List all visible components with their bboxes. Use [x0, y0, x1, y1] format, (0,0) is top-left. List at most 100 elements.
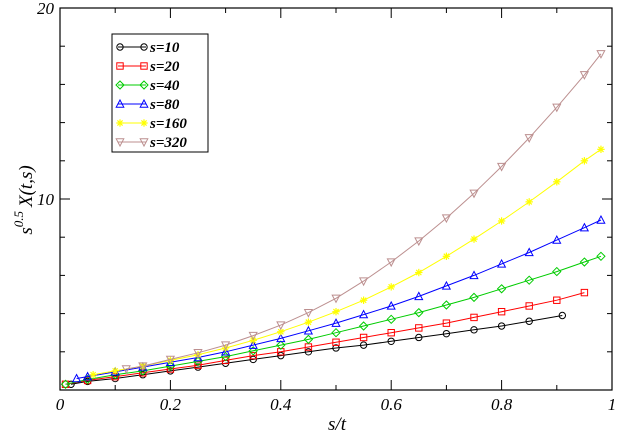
data-point [220, 341, 231, 351]
data-point [579, 257, 590, 267]
data-point [580, 157, 589, 165]
data-point [524, 275, 534, 285]
data-point [442, 252, 451, 260]
data-point [469, 270, 479, 280]
data-point [415, 268, 423, 277]
data-point [249, 355, 257, 364]
data-point [121, 365, 131, 375]
data-point [386, 300, 396, 310]
legend-item: s=20 [116, 59, 180, 75]
data-point [387, 283, 395, 291]
data-point [386, 314, 396, 325]
data-point [303, 334, 314, 345]
series-line [70, 315, 563, 385]
data-point [553, 178, 561, 186]
legend-label: s=10 [149, 40, 180, 56]
data-point [165, 355, 176, 365]
data-point [579, 222, 590, 232]
data-point [220, 346, 231, 356]
data-point [552, 103, 562, 113]
data-point [470, 235, 478, 243]
x-tick-label: 0.6 [381, 395, 403, 414]
legend-marker [139, 80, 149, 90]
data-point [332, 307, 340, 316]
x-tick-label: 0.8 [491, 395, 513, 414]
data-point [248, 331, 258, 341]
legend-marker [140, 119, 148, 127]
y-axis-title: s0.5 X(t,s) [11, 165, 37, 234]
legend-item: s=320 [115, 135, 187, 151]
data-point [415, 333, 423, 342]
data-point [525, 198, 533, 206]
data-point [111, 367, 119, 375]
data-point [441, 280, 452, 290]
data-point [332, 344, 340, 352]
y-axis-title-prefix: s [16, 227, 37, 234]
legend-box [111, 33, 209, 153]
legend-item: s=10 [116, 40, 180, 56]
data-point [276, 340, 286, 350]
legend-marker [139, 98, 149, 108]
data-point [524, 134, 534, 143]
data-point [580, 288, 589, 297]
data-point [415, 324, 423, 332]
data-point [442, 319, 451, 327]
data-point [221, 356, 230, 365]
series-s=320 [121, 50, 606, 375]
legend-label: s=20 [149, 59, 180, 75]
data-point [60, 379, 71, 389]
legend-marker [140, 62, 148, 70]
series-line [126, 53, 602, 370]
data-point [552, 266, 562, 277]
data-point [596, 214, 606, 224]
data-point [552, 234, 562, 244]
data-point [359, 333, 368, 342]
data-point [579, 71, 590, 80]
data-point [496, 162, 507, 172]
data-point [470, 326, 478, 334]
data-point [597, 145, 605, 154]
data-point [276, 333, 286, 343]
data-point [165, 361, 176, 371]
data-point [558, 311, 567, 320]
data-point [414, 237, 424, 247]
data-point [303, 325, 314, 335]
data-point [497, 322, 506, 330]
data-point [359, 296, 368, 304]
x-tick-label: 0.4 [270, 395, 292, 414]
data-point [414, 307, 424, 318]
data-point [524, 247, 534, 257]
data-point [331, 318, 341, 327]
legend-marker [116, 119, 124, 127]
legend-label: s=320 [149, 135, 187, 151]
data-point [193, 349, 203, 358]
data-point [442, 329, 451, 338]
x-tick-label: 0.2 [160, 395, 182, 414]
legend-item: s=160 [116, 116, 187, 132]
series-line [65, 255, 602, 385]
legend-marker [116, 43, 124, 51]
data-point [331, 327, 341, 338]
legend-item: s=80 [115, 97, 180, 113]
data-point [358, 321, 369, 331]
data-point [71, 373, 82, 383]
y-axis-title-main: X(t,s) [16, 165, 37, 208]
y-axis-title-exponent: 0.5 [11, 211, 26, 228]
svg-text:s0.5X(t,s): s0.5 X(t,s) [11, 165, 37, 234]
data-point [387, 337, 395, 345]
legend-marker [115, 138, 125, 148]
data-point [138, 362, 148, 372]
data-point [193, 356, 203, 367]
data-point [248, 346, 258, 356]
legend-label: s=160 [149, 116, 187, 132]
data-point [303, 308, 314, 318]
data-point [496, 284, 507, 294]
y-tick-label: 10 [37, 190, 55, 209]
data-point [276, 321, 286, 331]
data-point [441, 214, 452, 224]
series-s=160 [89, 145, 605, 379]
x-tick-label: 1 [608, 395, 617, 414]
data-point [358, 277, 369, 287]
legend-marker [139, 138, 149, 148]
